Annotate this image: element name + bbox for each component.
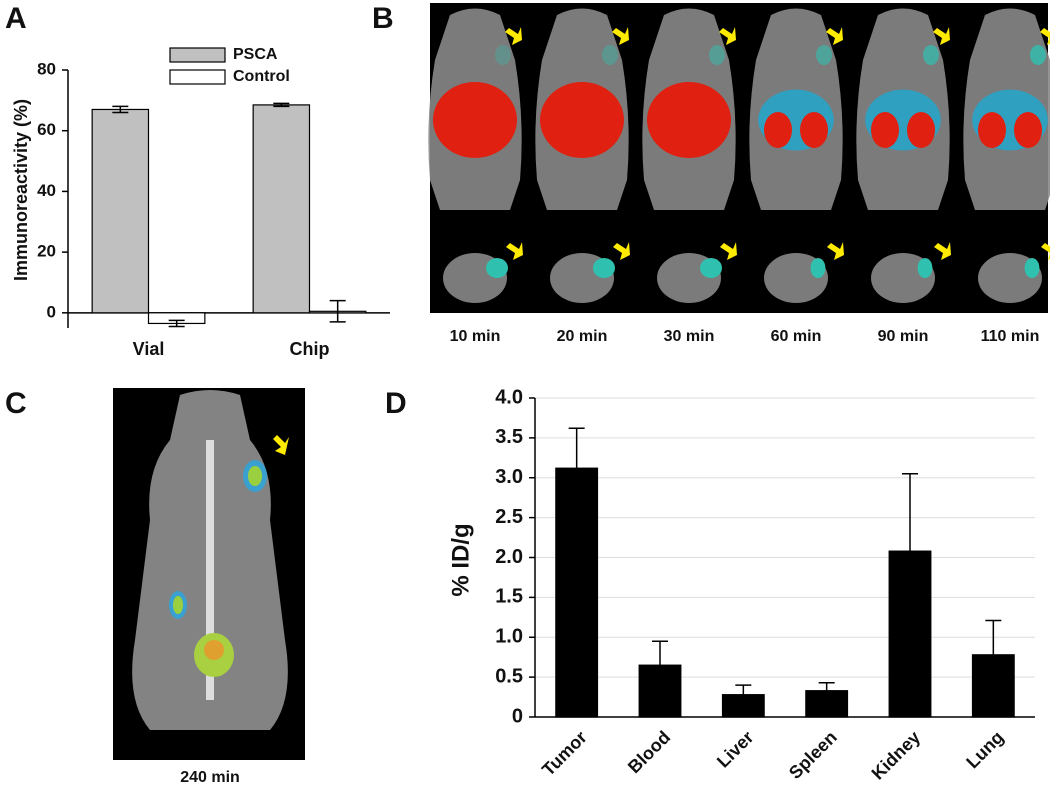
- x-tick-label: Blood: [624, 727, 674, 777]
- arrow: [826, 27, 843, 45]
- error-bar: [329, 299, 346, 323]
- organ: [647, 82, 731, 158]
- x-tick-label: Lung: [962, 727, 1007, 772]
- bar: [638, 664, 682, 718]
- organ: [907, 112, 935, 148]
- panel-label: A: [5, 2, 27, 35]
- panel-label: B: [372, 2, 394, 35]
- tumor: [486, 258, 508, 278]
- arrow: [933, 27, 950, 45]
- x-tick-label: Chip: [290, 339, 330, 359]
- x-tick-label: Vial: [133, 339, 165, 359]
- x-tick-label: Liver: [713, 727, 758, 772]
- y-axis-label: Immunoreactivity (%): [11, 99, 31, 281]
- y-tick-label: 20: [37, 242, 56, 261]
- error-bar: [985, 619, 1002, 655]
- image-time: 60 min: [771, 328, 822, 345]
- y-axis-label: % ID/g: [447, 523, 474, 596]
- y-tick-label: 0: [512, 705, 523, 727]
- x-tick-label: Spleen: [785, 727, 841, 783]
- image-time: 30 min: [664, 328, 715, 345]
- organ: [540, 82, 624, 158]
- error-bar: [168, 319, 185, 328]
- arrow: [934, 242, 951, 260]
- tumor: [602, 45, 618, 65]
- bar: [252, 104, 311, 314]
- legend-swatch: [169, 47, 226, 63]
- error-bar: [112, 105, 129, 114]
- image-time: 90 min: [878, 328, 929, 345]
- x-tick-label: Tumor: [538, 727, 591, 780]
- organ: [800, 112, 828, 148]
- y-tick-label: 60: [37, 120, 56, 139]
- tumor: [816, 45, 832, 65]
- y-tick-label: 3.5: [495, 426, 523, 448]
- y-tick-label: 40: [37, 181, 56, 200]
- image-time: 10 min: [450, 328, 501, 345]
- legend-swatch: [169, 69, 226, 85]
- y-tick-label: 1.5: [495, 586, 523, 608]
- y-tick-label: 3.0: [495, 466, 523, 488]
- tumor: [593, 258, 615, 278]
- arrow: [1040, 28, 1050, 45]
- arrow: [506, 242, 523, 260]
- error-bar: [735, 684, 752, 695]
- arrow: [827, 242, 844, 260]
- error-bar: [273, 102, 290, 108]
- bar: [971, 654, 1015, 718]
- arrow: [719, 27, 736, 45]
- y-tick-label: 0.5: [495, 665, 523, 687]
- x-tick-label: Kidney: [868, 727, 925, 784]
- arrow: [612, 27, 629, 45]
- y-tick-label: 2.5: [495, 506, 523, 528]
- organ: [871, 112, 899, 148]
- image-time: 240 min: [180, 769, 240, 786]
- y-tick-label: 2.0: [495, 546, 523, 568]
- arrow: [505, 27, 522, 45]
- bar: [888, 550, 932, 718]
- y-tick-label: 0: [47, 302, 56, 321]
- organ: [433, 82, 517, 158]
- error-bar: [652, 640, 668, 666]
- organ: [764, 112, 792, 148]
- mouse-c: [132, 390, 289, 730]
- tumor: [1024, 258, 1040, 278]
- error-bar: [902, 473, 918, 552]
- arrow: [1041, 243, 1050, 260]
- error-bar: [568, 427, 585, 469]
- panel-label: D: [385, 387, 407, 420]
- tumor: [700, 258, 722, 278]
- arrow: [720, 242, 737, 260]
- arrow: [613, 242, 630, 260]
- pet-image-b: [430, 3, 1048, 313]
- tumor: [709, 45, 725, 65]
- legend-label: PSCA: [233, 46, 278, 63]
- tumor: [917, 258, 933, 278]
- bar: [91, 108, 150, 314]
- organ: [1014, 112, 1042, 148]
- tumor: [923, 45, 939, 65]
- legend-label: Control: [233, 68, 290, 85]
- y-tick-label: 80: [37, 59, 56, 78]
- bar: [805, 690, 849, 718]
- image-time: 20 min: [557, 328, 608, 345]
- y-tick-label: 1.0: [495, 626, 523, 648]
- organ: [978, 112, 1006, 148]
- tumor: [1030, 45, 1046, 65]
- mice-images: [428, 8, 1050, 303]
- bar: [721, 694, 765, 718]
- panel-label: C: [5, 387, 27, 420]
- bar: [555, 467, 599, 718]
- tumor: [495, 45, 511, 65]
- error-bar: [818, 681, 835, 691]
- image-time: 110 min: [981, 328, 1040, 345]
- y-tick-label: 4.0: [495, 386, 523, 408]
- tumor: [810, 258, 826, 278]
